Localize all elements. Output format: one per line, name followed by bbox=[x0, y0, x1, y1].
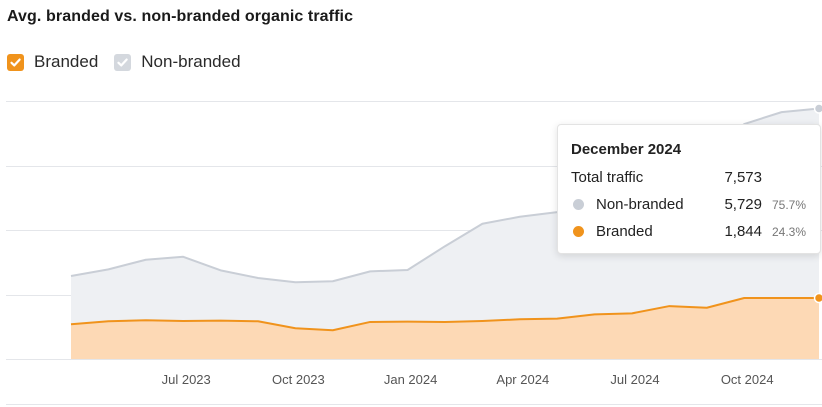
non-branded-area bbox=[71, 108, 819, 331]
branded-area bbox=[71, 298, 819, 359]
tooltip-total-value: 7,573 bbox=[724, 169, 762, 186]
checkbox-checked-icon[interactable] bbox=[114, 53, 132, 71]
x-tick-label: Jan 2024 bbox=[384, 372, 438, 387]
tooltip-non-branded-label: Non-branded bbox=[596, 196, 684, 213]
x-tick-label: Oct 2024 bbox=[721, 372, 774, 387]
checkbox-checked-icon[interactable] bbox=[7, 53, 24, 71]
tooltip-total-label: Total traffic bbox=[571, 169, 644, 186]
x-tick-label: Apr 2024 bbox=[496, 372, 549, 387]
tooltip-non-branded-pct: 75.7% bbox=[772, 198, 807, 212]
legend-label-branded: Branded bbox=[34, 52, 99, 71]
tooltip-non-branded-value: 5,729 bbox=[724, 196, 762, 213]
non-branded-highlight-point bbox=[813, 103, 822, 114]
branded-dot-icon bbox=[573, 226, 584, 237]
legend-item-branded[interactable]: Branded bbox=[7, 52, 98, 72]
branded-line bbox=[70, 297, 819, 332]
legend-item-non-branded[interactable]: Non-branded bbox=[114, 52, 241, 72]
tooltip-row-non-branded: Non-branded 5,729 75.7% bbox=[571, 194, 811, 214]
x-tick-label: Oct 2023 bbox=[272, 372, 325, 387]
tooltip-branded-label: Branded bbox=[596, 223, 653, 240]
marker-layer bbox=[813, 103, 822, 304]
tooltip-row-total: Total traffic 7,573 bbox=[571, 167, 811, 187]
tooltip-row-branded: Branded 1,844 24.3% bbox=[571, 221, 811, 241]
x-axis-ticks: Jul 2023 Oct 2023 Jan 2024 Apr 2024 Jul 2024… bbox=[162, 372, 774, 387]
non-branded-dot-icon bbox=[573, 199, 584, 210]
x-tick-label: Jul 2023 bbox=[162, 372, 211, 387]
branded-highlight-point bbox=[813, 292, 822, 304]
x-tick-label: Jul 2024 bbox=[610, 372, 659, 387]
legend: Branded Non-branded bbox=[7, 52, 257, 72]
tooltip-title: December 2024 bbox=[571, 141, 682, 158]
chart-tooltip: December 2024 Total traffic 7,573 Non-br… bbox=[557, 124, 821, 254]
tooltip-branded-value: 1,844 bbox=[724, 223, 762, 240]
chart-title: Avg. branded vs. non-branded organic tra… bbox=[7, 8, 354, 25]
legend-label-non-branded: Non-branded bbox=[141, 52, 241, 71]
area-layer bbox=[71, 108, 819, 359]
tooltip-branded-pct: 24.3% bbox=[772, 225, 807, 239]
